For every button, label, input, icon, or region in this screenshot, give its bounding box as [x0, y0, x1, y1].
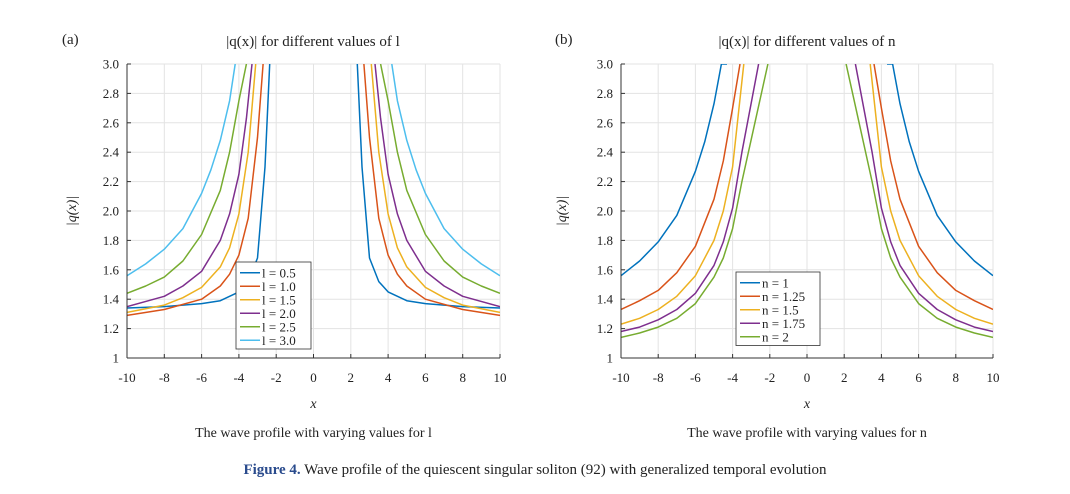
series-line-2-right	[363, 64, 500, 317]
x-tick-label: -6	[690, 370, 701, 385]
series-line-4-right	[854, 64, 993, 333]
panel-subcaption: The wave profile with varying values for…	[195, 426, 432, 441]
series-line-1-left	[621, 64, 727, 277]
panel-subcaption: The wave profile with varying values for…	[687, 426, 927, 441]
x-tick-label: 8	[459, 370, 466, 385]
y-tick-label: 2.4	[597, 145, 614, 160]
legend: l = 0.5l = 1.0l = 1.5l = 2.0l = 2.5l = 3…	[235, 261, 312, 350]
series-line-2-left	[621, 64, 741, 311]
panel-label: (b)	[555, 32, 573, 48]
legend-entry: l = 1.0	[262, 279, 296, 294]
y-tick-label: 1.6	[597, 262, 614, 277]
x-axis-label: x	[309, 397, 317, 412]
series-line-4-left	[127, 64, 253, 308]
y-tick-label: 1.4	[597, 292, 614, 307]
series-line-3-right	[370, 64, 500, 314]
y-axis-label: |q(x)|	[555, 196, 570, 226]
x-tick-label: 4	[878, 370, 885, 385]
series-line-5-left	[621, 64, 769, 339]
series-line-5-left	[127, 64, 248, 294]
y-tick-label: 2.2	[103, 174, 119, 189]
x-tick-label: -8	[653, 370, 664, 385]
series-group	[127, 64, 500, 317]
y-tick-label: 1	[113, 351, 120, 366]
x-tick-label: -6	[196, 370, 207, 385]
legend-entry: l = 1.5	[262, 292, 296, 307]
figure-caption-label: Figure 4.	[243, 462, 301, 478]
x-tick-label: 0	[310, 370, 317, 385]
series-line-4-right	[374, 64, 500, 308]
y-tick-label: 1.2	[597, 321, 613, 336]
chart-title: |q(x)| for different values of n	[719, 34, 896, 50]
figure-caption: Figure 4. Wave profile of the quiescent …	[0, 462, 1070, 479]
series-line-3-right	[869, 64, 993, 325]
legend-entry: l = 0.5	[262, 265, 296, 280]
y-tick-label: 2.2	[597, 174, 613, 189]
x-tick-label: 0	[804, 370, 811, 385]
y-tick-label: 1.2	[103, 321, 119, 336]
x-tick-label: -10	[612, 370, 629, 385]
legend-entry: n = 2	[762, 329, 789, 344]
x-tick-label: 6	[422, 370, 429, 385]
y-tick-label: 1.6	[103, 262, 120, 277]
x-tick-label: 10	[987, 370, 1000, 385]
y-tick-label: 2.6	[103, 115, 120, 130]
legend-entry: l = 2.0	[262, 306, 296, 321]
x-tick-label: 2	[841, 370, 848, 385]
legend-entry: n = 1.25	[762, 289, 805, 304]
series-line-2-left	[127, 64, 264, 317]
legend-entry: n = 1	[762, 275, 789, 290]
x-tick-label: 10	[494, 370, 507, 385]
y-tick-label: 3.0	[597, 57, 613, 72]
legend-box	[735, 271, 821, 346]
y-tick-label: 2.0	[597, 204, 613, 219]
x-tick-label: -10	[118, 370, 135, 385]
y-tick-label: 2.8	[103, 86, 119, 101]
y-tick-label: 2.6	[597, 115, 614, 130]
series-line-5-right	[845, 64, 993, 339]
series-group	[621, 64, 993, 339]
x-tick-label: -8	[159, 370, 170, 385]
legend-box	[235, 261, 312, 350]
chart-title: |q(x)| for different values of l	[226, 34, 400, 50]
series-line-5-right	[379, 64, 500, 294]
x-axis-label: x	[803, 397, 811, 412]
x-tick-label: 2	[348, 370, 355, 385]
y-tick-label: 3.0	[103, 57, 119, 72]
legend-entry: n = 1.5	[762, 302, 799, 317]
y-tick-label: 1	[607, 351, 614, 366]
y-tick-label: 2.0	[103, 204, 119, 219]
chart-panel-a: (a) |q(x)| for different values of l -10 -8…	[62, 32, 507, 441]
x-tick-label: 4	[385, 370, 392, 385]
x-tick-label: -4	[727, 370, 738, 385]
y-tick-label: 1.8	[103, 233, 119, 248]
y-tick-label: 1.8	[597, 233, 613, 248]
series-line-4-left	[621, 64, 760, 333]
series-line-1-right	[887, 64, 993, 277]
series-line-6-right	[391, 64, 500, 277]
legend-entry: n = 1.75	[762, 316, 805, 331]
series-line-3-left	[127, 64, 257, 314]
legend: n = 1n = 1.25n = 1.5n = 1.75n = 2	[735, 271, 821, 346]
x-tick-label: -2	[764, 370, 775, 385]
series-line-6-left	[127, 64, 236, 277]
legend-entry: l = 3.0	[262, 333, 296, 348]
x-tick-label: -4	[233, 370, 244, 385]
x-tick-label: -2	[271, 370, 282, 385]
y-tick-label: 1.4	[103, 292, 120, 307]
figure-caption-text: Wave profile of the quiescent singular s…	[304, 462, 827, 478]
series-line-2-right	[873, 64, 993, 311]
chart-panel-b: (b) |q(x)| for different values of n -10 -8…	[555, 32, 1000, 441]
y-tick-label: 2.4	[103, 145, 120, 160]
legend-entry: l = 2.5	[262, 319, 296, 334]
panel-label: (a)	[62, 32, 79, 48]
x-tick-label: 6	[915, 370, 922, 385]
y-tick-label: 2.8	[597, 86, 613, 101]
y-axis-label: |q(x)|	[65, 196, 80, 226]
x-tick-label: 8	[953, 370, 960, 385]
series-line-3-left	[621, 64, 745, 325]
